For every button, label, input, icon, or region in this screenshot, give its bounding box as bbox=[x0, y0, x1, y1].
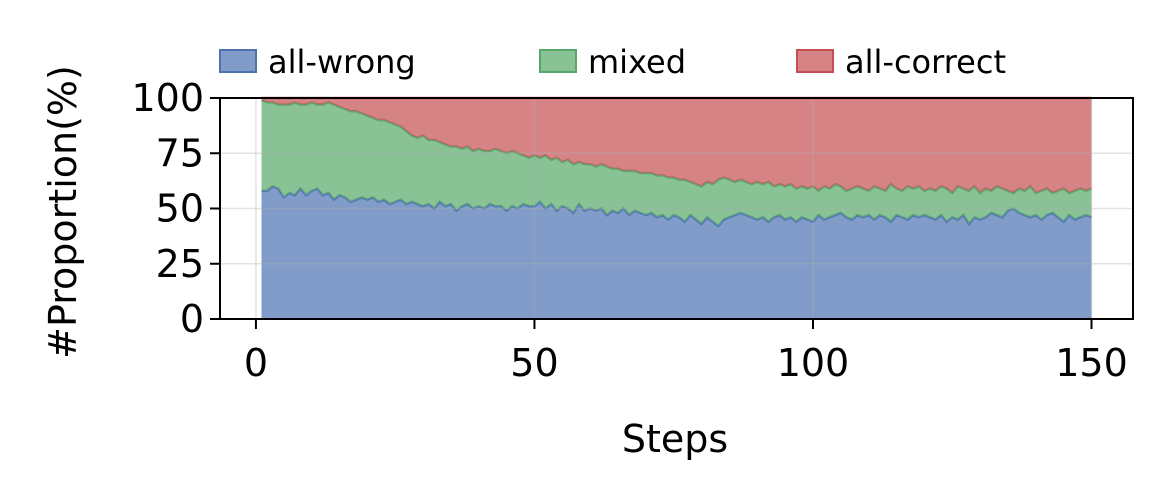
x-tick-label: 150 bbox=[1055, 341, 1128, 385]
area bbox=[261, 186, 1092, 319]
y-tick-label: 25 bbox=[156, 242, 204, 286]
x-axis-label: Steps bbox=[622, 417, 728, 461]
x-tick-label: 0 bbox=[244, 341, 268, 385]
y-tick-label: 75 bbox=[156, 131, 204, 175]
legend-label: all-correct bbox=[845, 43, 1006, 81]
area-edge bbox=[261, 99, 1092, 195]
legend-swatch bbox=[539, 49, 577, 73]
area bbox=[261, 98, 1092, 194]
legend-swatch bbox=[219, 49, 257, 73]
legend-label: mixed bbox=[588, 43, 686, 81]
x-tick-label: 50 bbox=[510, 341, 558, 385]
y-tick-label: 50 bbox=[156, 187, 204, 231]
y-tick-label: 100 bbox=[131, 76, 204, 120]
plot-frame bbox=[219, 97, 1134, 320]
legend-label: all-wrong bbox=[268, 43, 416, 81]
area bbox=[261, 100, 1092, 227]
y-tick-label: 0 bbox=[180, 297, 204, 341]
y-axis-label: #Proportion(%) bbox=[41, 65, 85, 359]
x-tick-label: 100 bbox=[777, 341, 850, 385]
legend-swatch bbox=[796, 49, 834, 73]
